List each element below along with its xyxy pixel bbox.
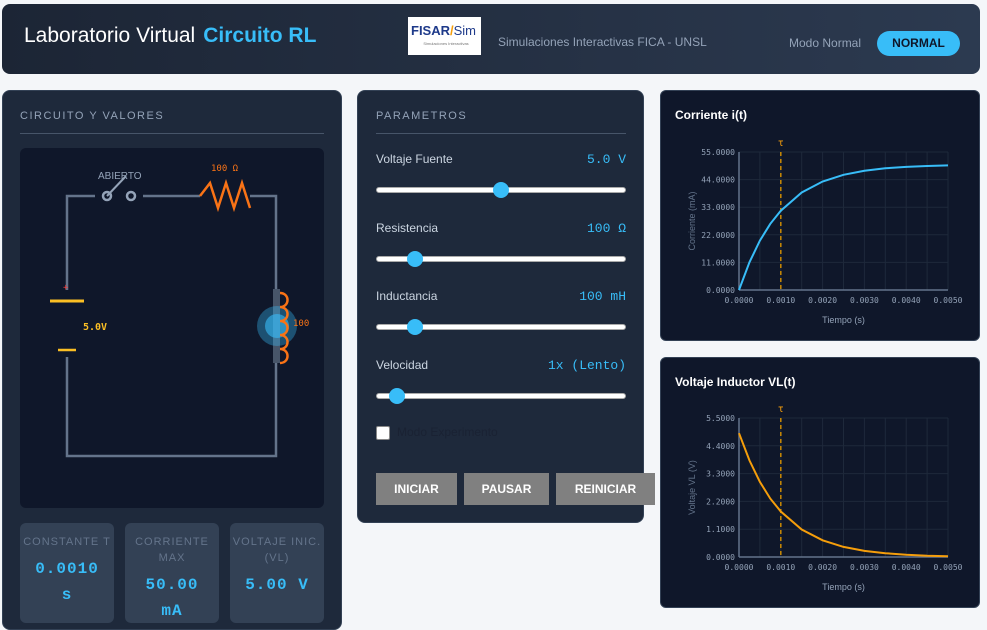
divider bbox=[20, 133, 324, 134]
slider-track[interactable] bbox=[376, 182, 626, 198]
wire bbox=[250, 194, 278, 290]
title-text: Laboratorio Virtual bbox=[24, 24, 196, 47]
slider-value: 100 Ω bbox=[586, 220, 626, 236]
max-current-card: CORRIENTE MAX 50.00 mA bbox=[125, 523, 219, 623]
y-tick-label: 0.0000 bbox=[706, 286, 735, 295]
title-accent: Circuito RL bbox=[203, 24, 317, 47]
card-value: 5.00 V bbox=[245, 576, 309, 594]
x-tick-label: 0.0040 bbox=[892, 563, 921, 572]
y-tick-label: 33.0000 bbox=[701, 203, 735, 212]
x-tick-label: 0.0000 bbox=[725, 296, 754, 305]
wire bbox=[65, 194, 95, 290]
card-unit: mA bbox=[161, 602, 183, 620]
y-tick-label: 4.4000 bbox=[706, 442, 735, 451]
y-tick-label: 22.0000 bbox=[701, 231, 735, 240]
params-title: PARAMETROS bbox=[376, 110, 468, 122]
tau-label: τ bbox=[778, 404, 784, 415]
card-value: 0.0010 bbox=[35, 560, 99, 578]
card-label: VOLTAJE INIC. (VL) bbox=[232, 536, 322, 564]
mode-badge[interactable]: NORMAL bbox=[877, 31, 960, 56]
series-line bbox=[738, 164, 949, 291]
reset-button[interactable]: REINICIAR bbox=[556, 473, 655, 505]
card-label: CORRIENTE MAX bbox=[135, 536, 209, 564]
app-title: Laboratorio Virtual Circuito RL bbox=[24, 24, 316, 48]
card-label: CONSTANTE T bbox=[23, 536, 111, 548]
y-axis-label: Voltaje VL (V) bbox=[687, 460, 697, 515]
slider-value: 1x (Lento) bbox=[547, 357, 626, 373]
start-button[interactable]: INICIAR bbox=[376, 473, 457, 505]
voltage-chart-panel: Voltaje Inductor VL(t) 0.0000 1.1000 2.2000… bbox=[660, 357, 980, 608]
pause-button[interactable]: PAUSAR bbox=[464, 473, 549, 505]
slider-track[interactable] bbox=[376, 250, 626, 267]
slider-label: Velocidad bbox=[376, 357, 429, 372]
slider-thumb[interactable] bbox=[493, 182, 509, 198]
tau-label: τ bbox=[778, 138, 784, 149]
card-value: 50.00 bbox=[145, 576, 199, 594]
x-tick-label: 0.0000 bbox=[725, 563, 754, 572]
resistor-label: 100 Ω bbox=[211, 164, 239, 174]
switch-label: ABIERTO bbox=[98, 171, 142, 182]
y-tick-label: 55.0000 bbox=[701, 148, 735, 157]
battery-label: 5.0V bbox=[83, 322, 107, 333]
experiment-label: Modo Experimento bbox=[397, 425, 498, 439]
fisar-sim-logo: FISAR/Sim Simulaciones Interactivas bbox=[408, 17, 481, 55]
slider-value: 5.0 V bbox=[586, 152, 626, 167]
y-tick-label: 1.1000 bbox=[706, 525, 735, 534]
voltage-chart: 0.0000 1.1000 2.2000 3.3000 4.4000 5.5000 0.00… bbox=[687, 404, 963, 592]
x-tick-label: 0.0020 bbox=[808, 296, 837, 305]
slider-thumb[interactable] bbox=[388, 387, 405, 404]
y-tick-label: 2.2000 bbox=[706, 497, 735, 506]
x-tick-label: 0.0040 bbox=[892, 296, 921, 305]
x-tick-label: 0.0020 bbox=[808, 563, 837, 572]
y-tick-label: 0.0000 bbox=[706, 553, 735, 562]
header: Laboratorio Virtual Circuito RL FISAR/Sim… bbox=[2, 4, 980, 74]
plus-sign: + bbox=[63, 283, 69, 293]
params-panel bbox=[357, 90, 644, 523]
slider-value: 100 mH bbox=[579, 289, 626, 304]
inductor-label: 100 bbox=[293, 319, 309, 329]
divider bbox=[376, 133, 626, 134]
x-axis-label: Tiempo (s) bbox=[822, 315, 865, 325]
slider-label: Inductancia bbox=[376, 289, 438, 303]
x-tick-label: 0.0050 bbox=[934, 296, 963, 305]
series-line bbox=[738, 432, 949, 558]
initial-voltage-card: VOLTAJE INIC. (VL) 5.00 V bbox=[230, 523, 324, 623]
y-tick-label: 44.0000 bbox=[701, 176, 735, 185]
slider-label: Voltaje Fuente bbox=[376, 152, 453, 166]
chart-title: Voltaje Inductor VL(t) bbox=[675, 375, 796, 389]
circuit-diagram: ABIERTO 100 Ω + 5.0V 100 bbox=[20, 148, 324, 508]
slider-track[interactable] bbox=[376, 319, 626, 335]
slider-thumb[interactable] bbox=[407, 319, 424, 335]
chart-title: Corriente i(t) bbox=[675, 108, 747, 122]
circuit-title: CIRCUITO Y VALORES bbox=[20, 110, 165, 122]
y-tick-label: 5.5000 bbox=[706, 414, 735, 423]
org-label: Simulaciones Interactivas FICA - UNSL bbox=[498, 35, 707, 49]
slider-thumb[interactable] bbox=[407, 250, 424, 267]
y-tick-label: 3.3000 bbox=[706, 470, 735, 479]
x-axis-label: Tiempo (s) bbox=[822, 582, 865, 592]
current-chart-panel: Corriente i(t) 0.0000 11.0000 22.0000 33.000… bbox=[660, 90, 980, 341]
tau-card: CONSTANTE T 0.0010 s bbox=[20, 523, 114, 623]
x-tick-label: 0.0010 bbox=[766, 563, 795, 572]
wire bbox=[65, 357, 278, 458]
current-chart: 0.0000 11.0000 22.0000 33.0000 44.0000 55.000… bbox=[687, 138, 963, 325]
slider-label: Resistencia bbox=[376, 220, 439, 235]
inductor-icon bbox=[279, 291, 289, 365]
x-tick-label: 0.0030 bbox=[850, 296, 879, 305]
switch[interactable] bbox=[101, 175, 137, 202]
resistor-icon bbox=[199, 178, 252, 213]
experiment-checkbox[interactable] bbox=[376, 426, 390, 440]
card-unit: s bbox=[61, 586, 73, 604]
mode-label: Modo Normal bbox=[789, 36, 862, 50]
x-tick-label: 0.0050 bbox=[934, 563, 963, 572]
y-tick-label: 11.0000 bbox=[701, 258, 735, 267]
x-tick-label: 0.0030 bbox=[850, 563, 879, 572]
y-axis-label: Corriente (mA) bbox=[687, 191, 697, 250]
x-tick-label: 0.0010 bbox=[766, 296, 795, 305]
slider-track[interactable] bbox=[376, 387, 626, 404]
